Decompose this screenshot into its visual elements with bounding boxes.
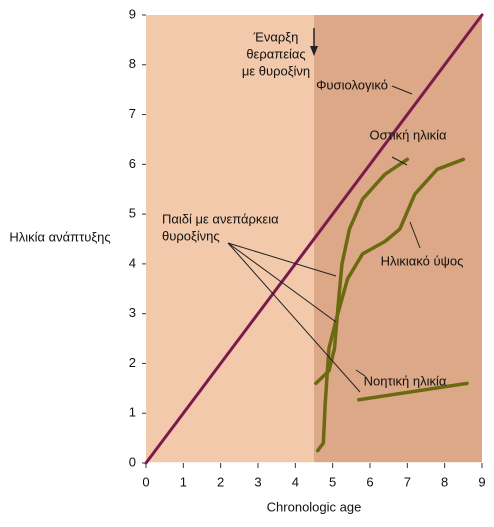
y-tick-label: 0 [129,454,136,469]
y-tick-label: 6 [129,156,136,171]
x-tick-label: 3 [254,474,261,489]
x-tick-label: 4 [292,474,299,489]
leader-line [227,242,337,323]
annotation-treatment: θεραπείας [246,46,305,61]
series-line [315,157,466,453]
series-label: Φυσιολογικό [316,77,388,92]
series-label: Νοητική ηλικία [364,373,447,388]
series-line [314,157,410,386]
treatment-region [314,15,482,463]
treatment-arrowhead [310,46,318,56]
plot-background [146,15,314,463]
y-tick-label: 3 [129,305,136,320]
x-tick-label: 0 [142,474,149,489]
leader-line [391,156,408,166]
y-tick-label: 1 [129,405,136,420]
annotation-treatment: με θυροξίνη [242,63,310,78]
series-label: Ηλικιακό ύψος [381,253,464,268]
x-tick-label: 9 [478,474,485,489]
series-label: Οστική ηλικία [369,127,447,142]
leader-line [227,242,337,277]
x-tick-label: 6 [366,474,373,489]
series-line [144,13,484,465]
x-tick-label: 2 [217,474,224,489]
y-tick-label: 4 [129,255,136,270]
leader-line [355,369,366,377]
x-tick-label: 8 [441,474,448,489]
leader-line [227,242,361,393]
y-tick-label: 5 [129,206,136,221]
y-axis-label: Ηλικία ανάπτυξης [9,229,110,244]
series-line [357,381,469,402]
y-tick-label: 8 [129,56,136,71]
x-tick-label: 7 [404,474,411,489]
x-tick-label: 5 [329,474,336,489]
y-tick-label: 2 [129,355,136,370]
x-tick-label: 1 [180,474,187,489]
annotation-child: Παιδί με ανεπάρκεια [162,211,279,226]
x-axis-label: Chronologic age [267,499,362,514]
annotation-treatment: Έναρξη [253,29,299,44]
y-tick-label: 9 [129,6,136,21]
leader-line [409,221,421,249]
leader-line [391,85,413,95]
y-tick-label: 7 [129,106,136,121]
annotation-child: θυροξίνης [162,228,220,243]
